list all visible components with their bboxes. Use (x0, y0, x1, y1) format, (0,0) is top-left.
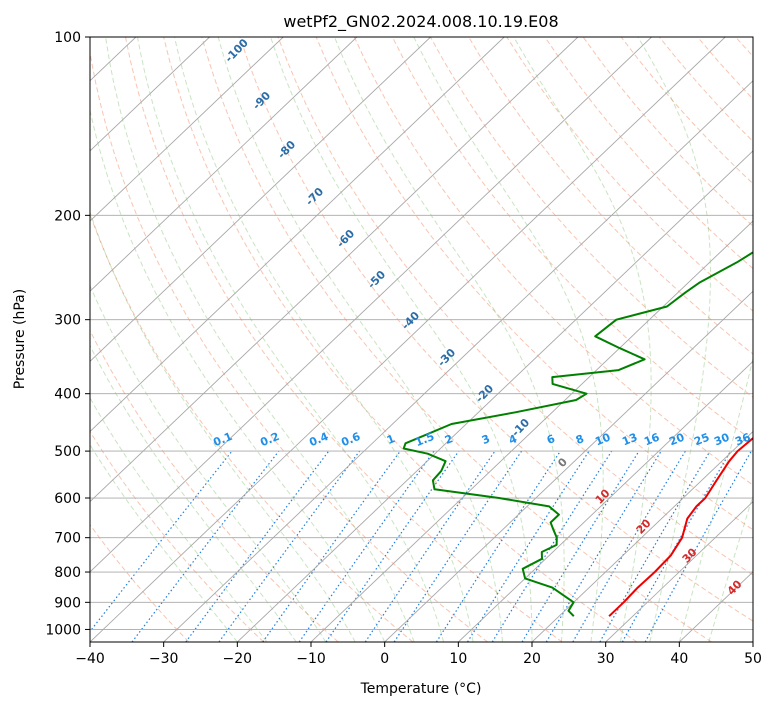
isotherm (90, 37, 726, 642)
dry-adiabat (90, 212, 414, 642)
isotherm (90, 37, 210, 152)
mixing-ratio-label: 10 (593, 431, 612, 449)
y-tick-label: 200 (54, 208, 81, 224)
x-tick-label: −30 (149, 651, 179, 667)
mixing-ratio-label: 3 (480, 432, 492, 447)
moist-adiabat (413, 37, 604, 642)
isotherm (605, 501, 753, 642)
mixing-ratio-line (262, 450, 401, 642)
dry-adiabat (90, 523, 190, 642)
isotherm (90, 37, 284, 222)
mixing-ratio-line (364, 450, 496, 642)
mixing-ratio-label: 13 (620, 431, 639, 449)
isotherm (90, 37, 579, 503)
moist-adiabat (90, 443, 238, 642)
moist-adiabat (174, 37, 474, 642)
y-tick-label: 100 (54, 30, 81, 46)
isotherm (90, 37, 431, 362)
mixing-ratio-line (466, 450, 590, 642)
x-tick-label: 30 (597, 651, 615, 667)
y-tick-label: 500 (54, 444, 81, 460)
y-tick-label: 400 (54, 387, 81, 403)
mixing-ratio-label: 30 (712, 431, 731, 449)
dry-adiabat (125, 37, 563, 642)
isotherm (384, 290, 753, 642)
moist-adiabat (637, 37, 712, 642)
mixing-ratio-label: 8 (574, 432, 586, 447)
moist-adiabat (678, 356, 753, 642)
moist-adiabat (334, 37, 565, 642)
mixing-ratio-label: 2 (443, 432, 455, 447)
moist-adiabat (137, 37, 445, 642)
mixing-ratio-label: 36 (733, 431, 752, 449)
dry-adiabat (90, 49, 488, 642)
x-tick-label: 0 (380, 651, 389, 667)
isotherm (310, 220, 753, 642)
x-tick-label: 50 (744, 651, 762, 667)
y-tick-label: 800 (54, 565, 81, 581)
moist-adiabat (90, 284, 327, 642)
dry-adiabat (239, 37, 753, 622)
x-tick-label: −20 (223, 651, 253, 667)
series-line-2 (402, 251, 753, 617)
isotherm (458, 360, 753, 642)
mixing-ratio-label: 1 (385, 432, 397, 447)
moist-adiabat (90, 396, 268, 642)
x-tick-label: 10 (449, 651, 467, 667)
isotherm (531, 430, 753, 642)
mixing-ratio-label: 20 (667, 431, 686, 449)
dry-adiabat (201, 37, 712, 642)
mixing-ratio-line (185, 450, 330, 642)
isotherm (163, 80, 753, 642)
y-axis-label: Pressure (hPa) (12, 289, 28, 389)
mixing-ratio-line (298, 450, 435, 642)
moist-adiabat (90, 108, 386, 642)
mixing-ratio-line (521, 450, 640, 642)
chart-title: wetPf2_GN02.2024.008.10.19.E08 (283, 12, 558, 32)
dry-adiabat (391, 37, 753, 442)
moist-adiabat (90, 210, 356, 642)
mixing-ratio-line (325, 450, 460, 642)
moist-adiabat (513, 37, 652, 642)
isotherm (90, 37, 652, 573)
moist-adiabat (270, 37, 533, 642)
moist-adiabat (90, 344, 297, 642)
x-tick-label: −10 (296, 651, 326, 667)
mixing-ratio-line (218, 450, 361, 642)
moist-adiabat (217, 37, 503, 642)
mixing-ratio-line (621, 450, 732, 642)
y-tick-label: 600 (54, 491, 81, 507)
y-tick-label: 300 (54, 313, 81, 329)
mixing-ratio-label: 16 (642, 431, 661, 449)
y-tick-label: 900 (54, 595, 81, 611)
dry-adiabat (315, 37, 753, 531)
dry-adiabat (90, 430, 264, 642)
dry-adiabat (163, 37, 638, 642)
plot-frame (89, 36, 754, 643)
dry-adiabat (468, 37, 753, 355)
x-tick-label: −40 (75, 651, 105, 667)
moist-adiabat (708, 494, 753, 642)
x-axis-label: Temperature (°C) (360, 681, 482, 697)
y-tick-label: 1000 (45, 622, 81, 638)
plot-area (90, 37, 753, 642)
x-tick-label: 40 (670, 651, 688, 667)
isotherm (90, 37, 505, 433)
x-tick-label: 20 (523, 651, 541, 667)
y-tick-label: 700 (54, 531, 81, 547)
isotherm (237, 150, 753, 642)
isotherm (0, 37, 62, 642)
mixing-ratio-label: 25 (692, 431, 711, 449)
isotherm (752, 641, 753, 642)
series-line-1 (608, 436, 753, 617)
mixing-ratio-line (435, 450, 561, 642)
isotherm (90, 37, 358, 292)
